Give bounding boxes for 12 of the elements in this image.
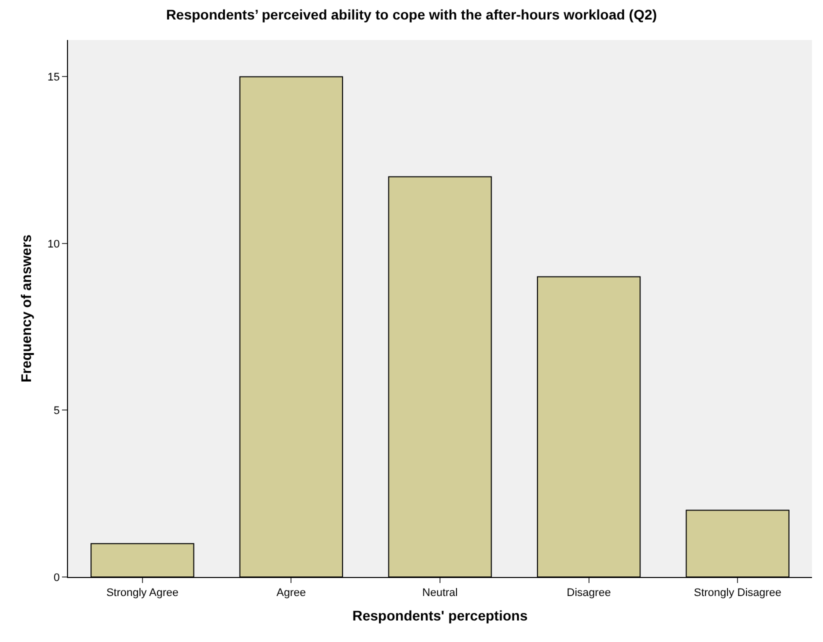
x-tick-label: Agree (276, 587, 306, 600)
x-tick-label: Neutral (422, 587, 458, 600)
chart-title: Respondents’ perceived ability to cope with the after-hours workload (Q2) (166, 6, 657, 22)
y-tick-label: 10 (48, 238, 60, 250)
y-axis-title: Frequency of answers (18, 234, 34, 382)
x-axis-title: Respondents' perceptions (352, 608, 528, 624)
x-tick-label: Strongly Agree (106, 587, 178, 600)
y-tick-label: 0 (54, 572, 60, 584)
x-tick-label: Disagree (566, 587, 611, 600)
y-tick-label: 15 (48, 72, 60, 84)
x-tick-label: Strongly Disagree (694, 587, 782, 600)
y-tick-label: 5 (54, 405, 60, 418)
